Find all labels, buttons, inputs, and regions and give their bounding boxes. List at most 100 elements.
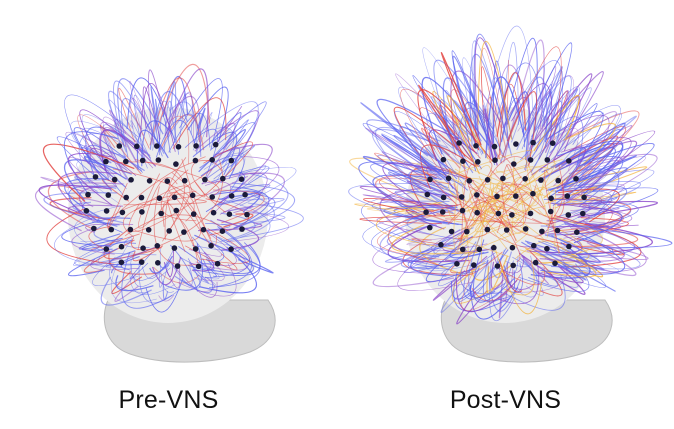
electrode-icon (164, 178, 171, 184)
electrode-icon (565, 212, 572, 218)
electrode-icon (123, 194, 129, 201)
electrode-icon (530, 190, 536, 197)
electrode-icon (171, 245, 178, 251)
electrode-icon (209, 157, 215, 163)
electrode-icon (484, 177, 491, 183)
electrode-icon (513, 141, 519, 147)
electrode-icon (195, 263, 202, 270)
electrode-icon (440, 156, 447, 163)
electrode-icon (239, 226, 245, 232)
electrode-icon (92, 174, 99, 180)
connection-loops (348, 25, 673, 325)
electrode-icon (458, 194, 465, 200)
electrode-icon (552, 260, 558, 267)
electrode-icon (510, 262, 516, 269)
electrode-icon (155, 260, 161, 266)
electrode-icon (193, 143, 199, 149)
electrode-icon (189, 192, 196, 199)
electrode-icon (531, 242, 537, 249)
electrode-icon (200, 226, 207, 233)
electrode-icon (139, 209, 145, 215)
electrode-icon (473, 143, 479, 149)
electrode-icon (228, 246, 234, 252)
electrode-icon (492, 157, 498, 163)
electrode-icon (139, 157, 146, 164)
electrode-icon (244, 211, 250, 218)
post-vns-caption: Post-VNS (449, 386, 562, 414)
electrode-icon (171, 194, 178, 201)
electrode-icon (532, 259, 539, 266)
electrode-icon (448, 228, 455, 235)
electrode-icon (91, 225, 97, 232)
electrode-icon (103, 158, 109, 165)
electrode-icon (128, 177, 134, 183)
electrode-icon (509, 244, 516, 251)
electrode-icon (83, 208, 90, 214)
electrode-icon (574, 229, 580, 235)
electrode-icon (228, 193, 235, 199)
electrode-icon (103, 246, 110, 252)
electrode-icon (173, 207, 180, 214)
electrode-icon (484, 226, 491, 233)
electrode-icon (208, 242, 214, 249)
electrode-icon (475, 159, 481, 165)
electrode-icon (564, 193, 571, 199)
electrode-icon (181, 177, 188, 184)
electrode-icon (495, 210, 502, 217)
electrode-icon (154, 143, 160, 149)
inner-strands (445, 149, 565, 263)
electrode-icon (439, 209, 446, 215)
electrode-icon (500, 175, 506, 182)
electrode-icon (427, 176, 433, 183)
electrode-icon (214, 260, 221, 267)
electrode-icon (464, 228, 470, 235)
electrode-icon (491, 244, 497, 251)
electrode-icon (105, 192, 112, 198)
electrode-icon (474, 209, 480, 216)
electrode-icon (228, 157, 235, 164)
panel-post-vns: Post-VNS (337, 0, 674, 429)
electrode-icon (522, 226, 529, 232)
electrode-icon (123, 158, 129, 165)
electrode-icon (138, 259, 145, 265)
electrode-icon (544, 245, 550, 252)
electrode-icon (522, 176, 528, 182)
electrode-icon (119, 209, 126, 216)
electrode-icon (108, 226, 115, 233)
electrode-icon (580, 210, 586, 217)
electrode-icon (166, 228, 172, 234)
electrode-icon (544, 157, 551, 163)
electrode-icon (527, 210, 534, 217)
electrode-icon (454, 261, 460, 267)
electrode-icon (190, 211, 197, 217)
electrode-icon (173, 161, 179, 167)
electrode-icon (103, 208, 110, 214)
electrode-icon (460, 246, 466, 253)
electrode-grid (83, 141, 250, 270)
electrode-icon (175, 144, 182, 150)
electrode-icon (238, 176, 245, 182)
electrode-icon (509, 212, 515, 218)
electrode-icon (460, 158, 466, 164)
electrode-icon (459, 207, 466, 214)
electrode-icon (513, 193, 519, 199)
electrode-icon (145, 227, 152, 233)
electrode-icon (226, 211, 233, 217)
post-vns-connectivity-graphic (348, 25, 673, 363)
electrode-icon (476, 246, 483, 253)
connection-loops (35, 63, 304, 313)
electrode-icon (548, 195, 554, 202)
electrode-icon (85, 191, 91, 198)
electrode-icon (427, 224, 433, 231)
electrode-icon (549, 140, 556, 146)
electrode-icon (219, 228, 226, 234)
electrode-icon (581, 194, 587, 201)
pre-vns-caption: Pre-VNS (118, 386, 219, 414)
electrode-icon (456, 140, 462, 146)
electrode-icon (471, 262, 477, 268)
electrode-icon (210, 209, 217, 216)
electrode-icon (527, 157, 534, 163)
electrode-icon (424, 191, 431, 198)
electrode-icon (212, 141, 219, 148)
